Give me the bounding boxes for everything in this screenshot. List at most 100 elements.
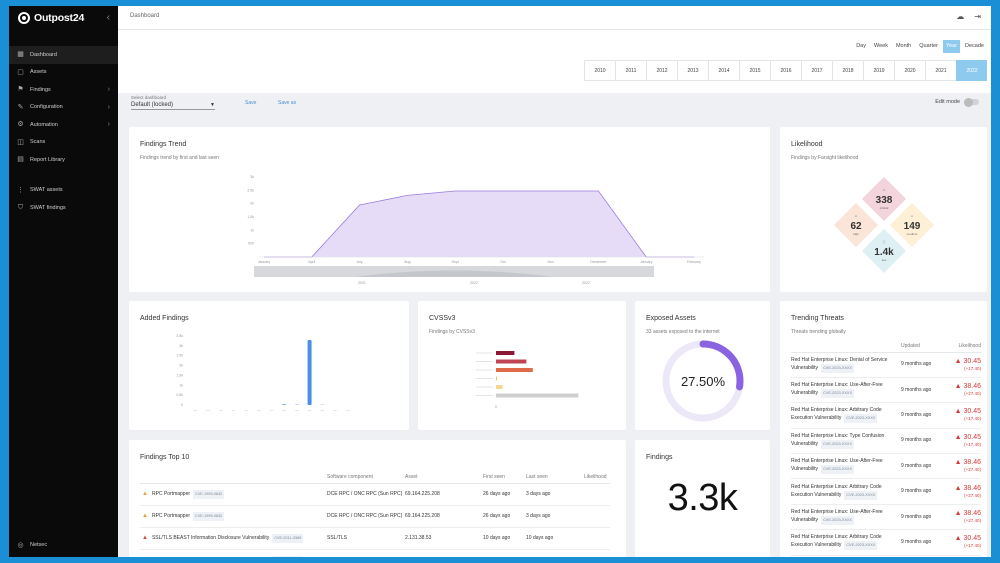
y-tick-label: 3k bbox=[250, 175, 254, 179]
column-header: Likelihood bbox=[951, 340, 981, 353]
time-unit-week[interactable]: Week bbox=[873, 43, 888, 49]
year-2010[interactable]: 2010 bbox=[584, 60, 615, 81]
time-unit-decade[interactable]: Decade bbox=[965, 43, 984, 49]
year-2018[interactable]: 2018 bbox=[832, 60, 863, 81]
year-2021[interactable]: 2021 bbox=[925, 60, 956, 81]
findings-top10-card: Findings Top 10 Software component Asset… bbox=[129, 440, 626, 557]
logo[interactable]: Outpost24 bbox=[9, 6, 118, 30]
threat-row[interactable]: Red Hat Enterprise Linux: Use-After-Free… bbox=[791, 453, 981, 480]
time-unit-year[interactable]: Year bbox=[942, 40, 961, 53]
threat-name[interactable]: Red Hat Enterprise Linux: Arbitrary Code… bbox=[791, 407, 882, 422]
arrow-up-icon: ▲ bbox=[954, 535, 964, 543]
chevron-left-icon[interactable]: ‹ bbox=[106, 12, 110, 23]
y-tick-label: 1k bbox=[250, 228, 254, 232]
findings-trend-chart: 500 1k 1.5k 2k 2.5k 3k January April July Aug Sept… bbox=[247, 175, 704, 285]
finding-first: 26 days ago bbox=[481, 483, 524, 506]
finding-name[interactable]: SSL/TLS BEAST Information Disclosure Vul… bbox=[151, 534, 270, 541]
y-tick-label: 2.5k bbox=[247, 188, 254, 192]
year-2015[interactable]: 2015 bbox=[739, 60, 770, 81]
threat-row[interactable]: Red Hat Enterprise Linux: Arbitrary Code… bbox=[791, 529, 981, 556]
finding-name[interactable]: SSL/TLS BEAST Information Disclosure Vul… bbox=[152, 557, 269, 558]
threat-likelihood: ▲ 30.45 (+17.40) bbox=[951, 402, 981, 429]
sidebar-item-dashboard[interactable]: ▦ Dashboard bbox=[9, 46, 118, 64]
y-tick-label: 3.5k bbox=[176, 334, 183, 338]
save-as-link[interactable]: Save as bbox=[278, 100, 297, 106]
finding-name[interactable]: RPC Portmapper bbox=[151, 512, 191, 519]
threat-row[interactable]: Red Hat Enterprise Linux: Denial of Serv… bbox=[791, 352, 981, 378]
year-2016[interactable]: 2016 bbox=[770, 60, 801, 81]
threat-updated: 9 months ago bbox=[901, 402, 951, 429]
time-unit-quarter[interactable]: Quarter bbox=[919, 43, 938, 49]
trend-area bbox=[264, 191, 694, 257]
x-tick-label: — bbox=[295, 408, 299, 412]
sidebar-item-configuration[interactable]: ✎ Configuration › bbox=[9, 99, 118, 117]
finding-likelihood bbox=[582, 549, 610, 557]
year-2014[interactable]: 2014 bbox=[708, 60, 739, 81]
time-unit-month[interactable]: Month bbox=[895, 43, 912, 49]
sidebar-item-swat-findings[interactable]: ⛉ SWAT findings bbox=[9, 199, 118, 217]
table-row[interactable]: ▲ RPC Portmapper CVE-1999-0632 DCE RPC / ON… bbox=[140, 483, 610, 506]
threat-row[interactable]: Red Hat Enterprise Linux: Arbitrary Code… bbox=[791, 478, 981, 505]
finding-last: 3 days ago bbox=[524, 483, 582, 506]
year-2011[interactable]: 2011 bbox=[615, 60, 646, 81]
cvss-bar bbox=[496, 368, 533, 372]
trending-table: Updated Likelihood Red Hat Enterprise Li… bbox=[791, 340, 981, 556]
x-tick-label: — bbox=[219, 408, 223, 412]
table-row[interactable]: ▲SSL/TLS BEAST Information Disclosure Vu… bbox=[140, 527, 610, 550]
threat-name[interactable]: Red Hat Enterprise Linux: Arbitrary Code… bbox=[791, 534, 882, 549]
cloud-download-icon[interactable]: ☁ bbox=[956, 12, 965, 21]
time-unit-day[interactable]: Day bbox=[856, 43, 866, 49]
threat-name[interactable]: Red Hat Enterprise Linux: Arbitrary Code… bbox=[791, 483, 882, 498]
card-subtitle: 33 assets exposed to the internet bbox=[646, 329, 720, 335]
cvss-chart: 0 bbox=[476, 351, 579, 409]
threat-name[interactable]: Red Hat Enterprise Linux: Use-After-Free… bbox=[791, 509, 883, 524]
sidebar-item-netsec[interactable]: ◎ Netsec bbox=[9, 537, 118, 555]
finding-first: 26 days ago bbox=[481, 505, 524, 528]
year-2022[interactable]: 2022 bbox=[956, 60, 987, 81]
threat-name[interactable]: Red Hat Enterprise Linux: Use-After-Free… bbox=[791, 382, 883, 397]
year-2017[interactable]: 2017 bbox=[801, 60, 832, 81]
x-tick-label: — bbox=[308, 408, 312, 412]
year-2013[interactable]: 2013 bbox=[677, 60, 708, 81]
sidebar-item-label: SWAT assets bbox=[30, 187, 63, 194]
warning-icon: ⚠ bbox=[911, 214, 914, 218]
year-2012[interactable]: 2012 bbox=[646, 60, 677, 81]
column-header bbox=[791, 340, 901, 353]
finding-name[interactable]: RPC Portmapper bbox=[151, 490, 191, 497]
threat-name[interactable]: Red Hat Enterprise Linux: Type Confusion… bbox=[791, 432, 885, 447]
x-tick-label: — bbox=[321, 408, 325, 412]
cve-tag: CVE-2023-XXXX bbox=[821, 389, 854, 399]
threat-row[interactable]: Red Hat Enterprise Linux: Use-After-Free… bbox=[791, 504, 981, 531]
edit-mode-toggle[interactable] bbox=[964, 97, 979, 107]
dashboard-select[interactable]: Default (locked) ▼ bbox=[131, 102, 215, 110]
logout-icon[interactable]: ⇥ bbox=[974, 12, 981, 21]
bar bbox=[307, 339, 312, 405]
range-label: 2022 bbox=[582, 281, 590, 285]
table-row[interactable]: ▲ RPC Portmapper CVE-1999-0632 DCE RPC / ON… bbox=[140, 505, 610, 528]
threat-row[interactable]: Red Hat Enterprise Linux: Use-After-Free… bbox=[791, 377, 981, 404]
chevron-right-icon: › bbox=[107, 103, 110, 111]
sidebar-item-label: Findings bbox=[30, 86, 51, 93]
year-2020[interactable]: 2020 bbox=[894, 60, 925, 81]
threat-name[interactable]: Red Hat Enterprise Linux: Use-After-Free… bbox=[791, 458, 883, 473]
y-tick-label: 0 bbox=[181, 403, 183, 407]
x-tick-label: January bbox=[258, 260, 271, 264]
save-link[interactable]: Save bbox=[245, 100, 257, 106]
sidebar-item-report-library[interactable]: ▤ Report Library bbox=[9, 151, 118, 169]
threat-name[interactable]: Red Hat Enterprise Linux: Denial of Serv… bbox=[791, 356, 888, 371]
threat-name-cell: Red Hat Enterprise Linux: Use-After-Free… bbox=[791, 504, 901, 531]
year-2019[interactable]: 2019 bbox=[863, 60, 894, 81]
table-row[interactable]: ▲SSL/TLS BEAST Information Disclosure Vu… bbox=[140, 549, 610, 557]
y-tick-label: 2k bbox=[179, 364, 183, 368]
sidebar-item-findings[interactable]: ⚑ Findings › bbox=[9, 81, 118, 99]
threat-row[interactable]: Red Hat Enterprise Linux: Type Confusion… bbox=[791, 428, 981, 455]
cve-tag: CVE-2023-XXXX bbox=[821, 363, 854, 373]
sidebar-item-automation[interactable]: ⚙ Automation › bbox=[9, 116, 118, 134]
sidebar-item-scans[interactable]: ◫ Scans bbox=[9, 134, 118, 152]
breadcrumb: Dashboard bbox=[130, 13, 160, 19]
sidebar-item-assets[interactable]: ▢ Assets bbox=[9, 64, 118, 82]
sidebar-item-swat-assets[interactable]: ⋮ SWAT assets bbox=[9, 182, 118, 200]
arrow-up-icon: ▲ bbox=[954, 459, 964, 467]
threat-row[interactable]: Red Hat Enterprise Linux: Arbitrary Code… bbox=[791, 402, 981, 429]
threat-updated: 9 months ago bbox=[901, 377, 951, 404]
